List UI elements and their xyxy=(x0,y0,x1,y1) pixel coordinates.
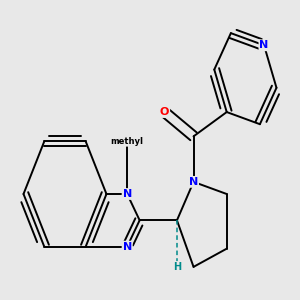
Text: O: O xyxy=(160,107,169,117)
Text: N: N xyxy=(123,242,132,252)
Text: N: N xyxy=(123,189,132,199)
Text: H: H xyxy=(173,262,181,272)
Text: N: N xyxy=(189,177,198,187)
Text: methyl: methyl xyxy=(111,137,144,146)
Text: N: N xyxy=(260,40,269,50)
